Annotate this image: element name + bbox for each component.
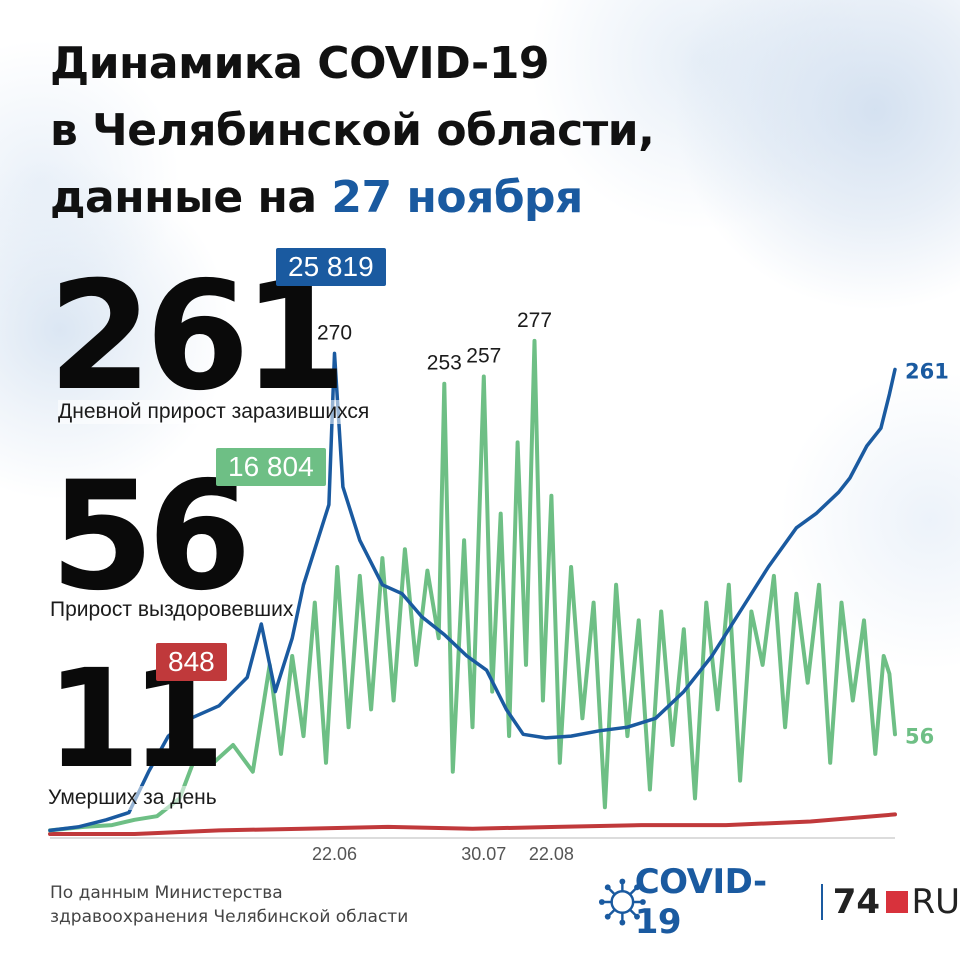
x-tick-label: 22.08 [529, 844, 574, 864]
brand-ru-text: RU [911, 882, 960, 922]
infected-series-line [48, 351, 897, 833]
deaths-series-line [48, 812, 897, 836]
label-layer: 270 253 257 277 22.06 30.07 22.08 261 56 [312, 309, 949, 864]
brand-74-text: 74 [832, 882, 881, 922]
x-tick-label: 22.06 [312, 844, 357, 864]
title-prefix: данные на [50, 172, 332, 223]
brand-covid-text: COVID-19 [634, 862, 767, 942]
peak-label-277: 277 [517, 309, 552, 332]
recovered-end-label: 56 [905, 724, 934, 748]
title-line-1: Динамика COVID-19 [50, 38, 550, 89]
deaths-total-badge: 848 [156, 643, 227, 681]
infected-end-label: 261 [905, 359, 949, 383]
title-date: 27 ноября [331, 172, 583, 223]
page-title: Динамика COVID-19 в Челябинской области,… [50, 30, 655, 231]
brand-red-square-icon [886, 891, 908, 913]
virus-icon [598, 878, 646, 926]
peak-label-270: 270 [317, 321, 352, 344]
title-line-3: данные на 27 ноября [50, 164, 654, 231]
series-layer [48, 338, 897, 836]
title-line-2: в Челябинской области, [50, 105, 655, 156]
x-tick-label: 30.07 [461, 844, 506, 864]
infected-caption: Дневной прирост заразившихся [58, 400, 370, 424]
source-note: По данным Министерства здравоохранения Ч… [50, 881, 408, 929]
brand-logo: COVID-19 74 RU [596, 862, 960, 942]
source-line-1: По данным Министерства [50, 883, 283, 903]
source-line-2: здравоохранения Челябинской области [50, 907, 409, 927]
infected-total-badge: 25 819 [276, 248, 386, 286]
recovered-daily-value: 56 [50, 450, 252, 624]
peak-label-253: 253 [427, 352, 462, 375]
infected-daily-value: 261 [48, 250, 347, 424]
recovered-caption: Прирост выздоровевших [50, 598, 294, 622]
deaths-caption: Умерших за день [48, 786, 217, 810]
peak-label-257: 257 [466, 345, 501, 368]
recovered-series-line [48, 338, 897, 833]
brand-separator [820, 884, 823, 920]
recovered-total-badge: 16 804 [216, 448, 326, 486]
